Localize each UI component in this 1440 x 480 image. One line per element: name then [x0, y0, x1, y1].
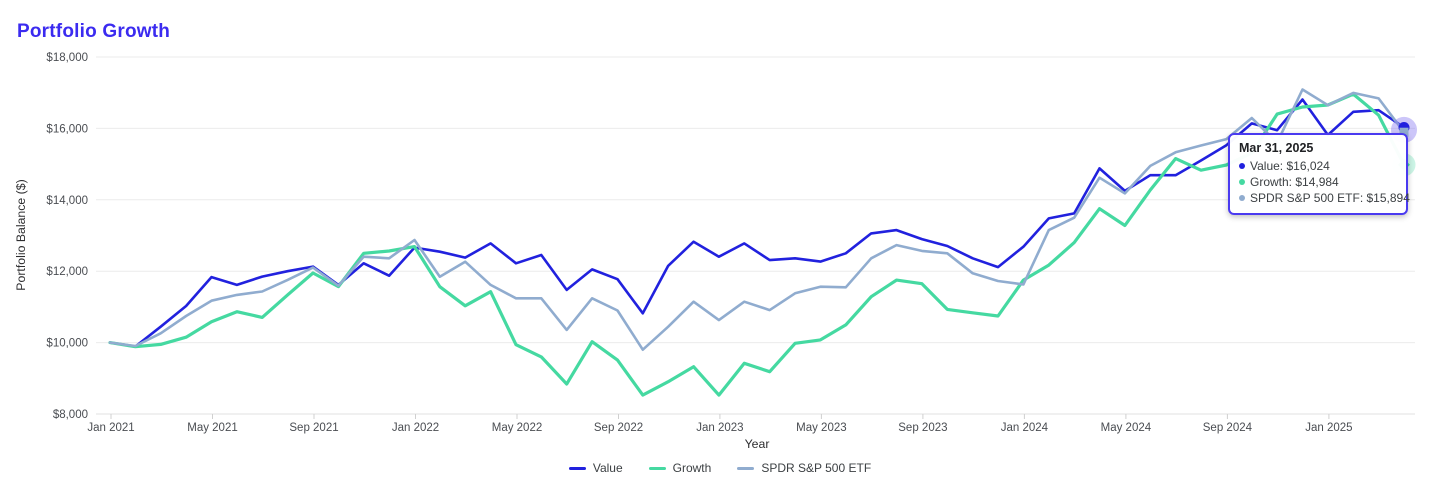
y-axis-tick-label: $16,000 — [46, 123, 88, 135]
x-axis-tick-label: Jan 2022 — [392, 422, 439, 434]
tooltip-series-value: Value: $16,024 — [1250, 159, 1330, 173]
y-axis-tick-label: $12,000 — [46, 266, 88, 278]
x-axis-tick-label: Jan 2021 — [87, 422, 134, 434]
chart-legend: Value Growth SPDR S&P 500 ETF — [0, 461, 1440, 475]
x-axis-tick-label: Jan 2023 — [696, 422, 743, 434]
x-axis-tick-label: Sep 2021 — [289, 422, 338, 434]
y-axis-title: Portfolio Balance ($) — [14, 179, 28, 290]
tooltip-series-value: Growth: $14,984 — [1250, 175, 1339, 189]
y-axis-tick-label: $14,000 — [46, 195, 88, 207]
x-axis-title: Year — [745, 437, 770, 451]
series-color-dot-icon — [1239, 179, 1245, 185]
x-axis-tick-label: May 2023 — [796, 422, 847, 434]
legend-item-spdr-s-p-500-etf[interactable]: SPDR S&P 500 ETF — [737, 461, 871, 475]
tooltip-date: Mar 31, 2025 — [1239, 141, 1314, 155]
y-axis-tick-label: $8,000 — [53, 409, 88, 421]
legend-line-swatch-icon — [737, 466, 755, 470]
tooltip-series-row: Growth: $14,984 — [1239, 174, 1397, 190]
legend-line-swatch-icon — [648, 466, 666, 470]
legend-item-label: Value — [592, 461, 623, 475]
y-axis-tick-label: $10,000 — [46, 338, 88, 350]
series-color-dot-icon — [1239, 195, 1245, 201]
x-axis-tick-label: May 2021 — [187, 422, 238, 434]
legend-item-growth[interactable]: Growth — [648, 461, 712, 475]
x-axis-tick-label: May 2024 — [1101, 422, 1152, 434]
chart-tooltip: Mar 31, 2025 Value: $16,024 Growth: $14,9… — [1228, 133, 1410, 215]
page-title: Portfolio Growth — [17, 20, 171, 42]
series-line-value[interactable] — [108, 98, 1406, 348]
x-axis-tick-label: Sep 2022 — [594, 422, 643, 434]
y-axis-tick-label: $18,000 — [46, 52, 88, 64]
tooltip-series-value: SPDR S&P 500 ETF: $15,894 — [1250, 191, 1410, 205]
selected-point-marker-spdr[interactable] — [1399, 127, 1409, 137]
legend-line-swatch-icon — [568, 466, 586, 470]
tooltip-series-row: SPDR S&P 500 ETF: $15,894 — [1239, 190, 1410, 206]
x-axis-tick-label: Jan 2025 — [1305, 422, 1352, 434]
series-color-dot-icon — [1239, 163, 1245, 169]
x-axis-tick-label: May 2022 — [492, 422, 543, 434]
x-axis-tick-label: Sep 2024 — [1203, 422, 1253, 434]
x-axis-tick-label: Jan 2024 — [1001, 422, 1049, 434]
tooltip-series-row: Value: $16,024 — [1239, 158, 1397, 174]
series-line-spdr-s-p-500-etf[interactable] — [108, 88, 1406, 352]
legend-item-value[interactable]: Value — [568, 461, 623, 475]
series-line-growth[interactable] — [108, 92, 1406, 397]
legend-item-label: Growth — [672, 461, 712, 475]
legend-item-label: SPDR S&P 500 ETF — [761, 461, 872, 475]
x-axis-tick-label: Sep 2023 — [898, 422, 947, 434]
